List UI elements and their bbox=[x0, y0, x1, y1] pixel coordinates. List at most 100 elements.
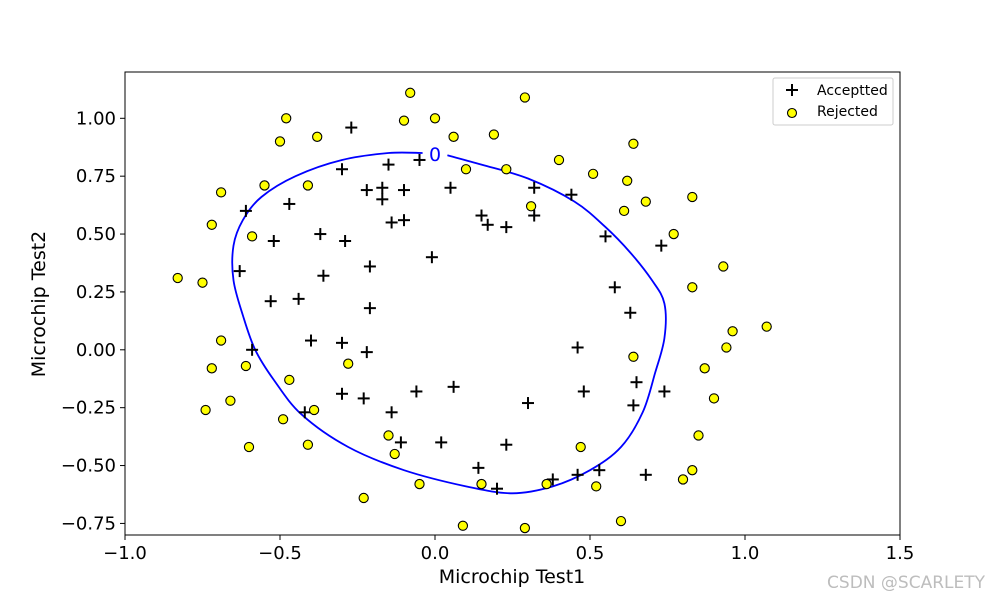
accepted-point bbox=[447, 380, 460, 393]
data-points-layer bbox=[172, 87, 772, 534]
accepted-point bbox=[500, 221, 513, 234]
rejected-point bbox=[448, 131, 459, 142]
accepted-point bbox=[292, 292, 305, 305]
accepted-point bbox=[398, 184, 410, 197]
accepted-point bbox=[481, 218, 494, 231]
rejected-point bbox=[197, 277, 208, 288]
rejected-point bbox=[302, 180, 314, 191]
y-tick-label: 0.50 bbox=[76, 224, 116, 245]
rejected-point bbox=[460, 164, 472, 175]
accepted-point bbox=[246, 343, 259, 356]
rejected-point bbox=[277, 414, 289, 425]
accepted-point bbox=[410, 385, 423, 398]
rejected-point bbox=[591, 481, 602, 492]
x-tick-label: −1.0 bbox=[103, 543, 147, 564]
x-tick-label: 0.5 bbox=[576, 543, 605, 564]
legend-label-rejected: Rejected bbox=[817, 104, 878, 120]
rejected-point bbox=[389, 448, 400, 460]
rejected-point bbox=[281, 113, 292, 124]
legend-box bbox=[772, 77, 894, 126]
rejected-point bbox=[274, 136, 286, 147]
accepted-point bbox=[475, 209, 488, 222]
rejected-point bbox=[308, 404, 320, 416]
rejected-point bbox=[476, 478, 487, 490]
legend-label-acceptted: Acceptted bbox=[817, 83, 888, 99]
rejected-point bbox=[718, 261, 729, 272]
accepted-point bbox=[385, 406, 398, 419]
accepted-point bbox=[599, 230, 612, 243]
accepted-point bbox=[357, 392, 370, 405]
rejected-point bbox=[687, 191, 698, 203]
rejected-point bbox=[240, 360, 252, 372]
x-tick-label: 0.0 bbox=[421, 543, 450, 564]
rejected-point bbox=[358, 492, 369, 504]
accepted-point bbox=[627, 399, 640, 412]
accepted-point bbox=[298, 406, 311, 419]
rejected-point bbox=[615, 515, 627, 527]
rejected-point bbox=[225, 395, 236, 406]
accepted-point bbox=[363, 302, 376, 315]
rejected-point bbox=[383, 430, 394, 441]
rejected-point bbox=[172, 272, 183, 284]
rejected-point bbox=[343, 358, 354, 369]
rejected-point bbox=[200, 404, 211, 416]
accepted-point bbox=[317, 269, 330, 282]
accepted-point bbox=[639, 468, 652, 481]
accepted-point bbox=[398, 214, 410, 227]
rejected-point bbox=[414, 478, 425, 490]
rejected-point bbox=[640, 196, 651, 207]
rejected-point bbox=[687, 282, 698, 293]
accepted-point bbox=[239, 204, 252, 217]
accepted-point bbox=[233, 265, 246, 278]
rejected-point bbox=[405, 87, 416, 98]
rejected-point bbox=[457, 520, 469, 531]
rejected-point bbox=[206, 219, 217, 230]
rejected-point bbox=[575, 441, 586, 453]
rejected-point bbox=[243, 441, 255, 453]
accepted-point bbox=[413, 153, 426, 166]
accepted-point bbox=[376, 193, 389, 206]
accepted-point bbox=[491, 482, 503, 495]
rejected-point bbox=[312, 131, 323, 142]
accepted-point bbox=[444, 181, 457, 194]
accepted-point bbox=[264, 295, 277, 308]
rejected-point bbox=[587, 168, 599, 180]
contour-level-label: 0 bbox=[429, 144, 441, 166]
accepted-point bbox=[522, 397, 534, 410]
accepted-point bbox=[336, 163, 348, 176]
rejected-point bbox=[541, 478, 552, 490]
plot-frame bbox=[124, 71, 901, 536]
decision-boundary-curve bbox=[231, 151, 667, 495]
rejected-point bbox=[553, 154, 565, 166]
rejected-point bbox=[519, 522, 531, 534]
accepted-point bbox=[283, 197, 296, 210]
legend-circle-icon bbox=[786, 107, 798, 119]
rejected-point bbox=[699, 363, 710, 374]
y-tick-label: 1.00 bbox=[76, 108, 116, 129]
accepted-point bbox=[472, 461, 485, 474]
y-axis-label: Microchip Test2 bbox=[28, 231, 50, 378]
legend: Acceptted Rejected bbox=[772, 77, 894, 126]
rejected-point bbox=[628, 351, 639, 362]
y-tick-label: 0.00 bbox=[76, 340, 116, 361]
x-tick-label: −0.5 bbox=[258, 543, 302, 564]
decision-boundary-layer: 0 bbox=[231, 144, 667, 495]
accepted-point bbox=[336, 387, 348, 400]
rejected-point bbox=[628, 138, 639, 149]
accepted-point bbox=[500, 438, 513, 451]
accepted-point bbox=[314, 228, 327, 241]
accepted-point bbox=[336, 336, 348, 349]
accepted-point bbox=[345, 121, 358, 134]
accepted-point bbox=[360, 184, 373, 197]
accepted-point bbox=[624, 306, 637, 319]
accepted-point bbox=[528, 181, 541, 194]
accepted-point bbox=[658, 385, 671, 398]
y-tick-label: −0.50 bbox=[61, 456, 116, 477]
accepted-point bbox=[360, 346, 373, 359]
rejected-point bbox=[622, 175, 633, 186]
accepted-point bbox=[339, 234, 352, 247]
rejected-point bbox=[215, 187, 227, 198]
y-tick-label: −0.25 bbox=[61, 398, 116, 419]
accepted-point bbox=[655, 239, 668, 252]
